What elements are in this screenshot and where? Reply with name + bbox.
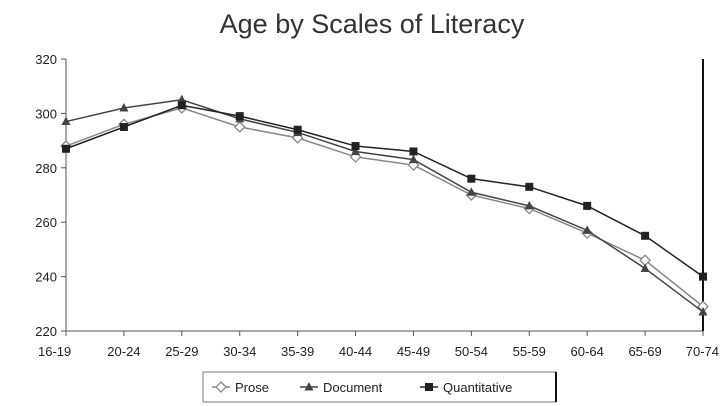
legend-item-quantitative: Quantitative [420, 380, 512, 395]
x-tick-label: 65-69 [628, 344, 661, 359]
data-point [351, 146, 361, 155]
y-tick-label: 220 [35, 324, 57, 339]
data-point [641, 231, 650, 240]
legend-box [202, 371, 557, 403]
y-tick-label: 260 [35, 215, 57, 230]
series-line [65, 104, 704, 278]
x-tick-label: 40-44 [339, 344, 372, 359]
data-point [351, 142, 360, 151]
legend-item-document: Document [300, 380, 383, 395]
data-point [467, 174, 476, 183]
legend-label: Prose [235, 380, 269, 395]
data-point [119, 102, 129, 112]
data-point [525, 182, 534, 191]
data-point [699, 272, 707, 281]
y-tick-label: 280 [35, 161, 57, 176]
axes: 220 240 260 280 300 320 16-19 20-24 25-29 30-34 35… [35, 52, 719, 359]
series-prose [60, 102, 709, 313]
data-point [409, 147, 418, 156]
x-tick-label: 35-39 [281, 344, 314, 359]
x-tick-label: 60-64 [571, 344, 604, 359]
legend-marker [425, 383, 433, 391]
data-point [583, 201, 592, 210]
y-tick-label: 320 [35, 52, 57, 67]
series-layer [60, 94, 709, 316]
data-point [582, 225, 592, 234]
data-point [640, 263, 650, 272]
data-point [293, 125, 302, 134]
data-point [62, 144, 70, 153]
y-tick-label: 240 [35, 270, 57, 285]
legend-label: Quantitative [443, 380, 512, 395]
series-document [61, 94, 708, 316]
legend-marker [215, 381, 227, 393]
data-point [408, 154, 418, 164]
data-point [235, 112, 244, 121]
legend-label: Document [323, 380, 383, 395]
series-line [65, 107, 704, 308]
x-tick-label: 45-49 [397, 344, 430, 359]
x-tick-label: 16-19 [38, 344, 71, 359]
x-tick-label: 20-24 [107, 344, 140, 359]
x-tick-label: 30-34 [223, 344, 256, 359]
x-tick-label: 25-29 [165, 344, 198, 359]
y-tick-label: 300 [35, 106, 57, 121]
legend-item-prose: Prose [212, 380, 269, 395]
data-point [61, 116, 71, 126]
data-point [119, 123, 128, 131]
chart-title: Age by Scales of Literacy [220, 9, 525, 39]
x-tick-label: 70-74 [686, 344, 719, 359]
data-point [466, 187, 476, 196]
data-point [524, 200, 534, 210]
series-quantitative [62, 101, 707, 281]
series-line [65, 99, 704, 313]
legend: Prose Document Quantitative [202, 371, 557, 403]
data-point [177, 101, 186, 110]
x-tick-label: 50-54 [455, 344, 488, 359]
data-point [698, 306, 708, 316]
data-point [233, 121, 246, 133]
legend-marker [304, 382, 314, 391]
data-point [177, 94, 187, 104]
x-tick-label: 55-59 [513, 344, 546, 359]
